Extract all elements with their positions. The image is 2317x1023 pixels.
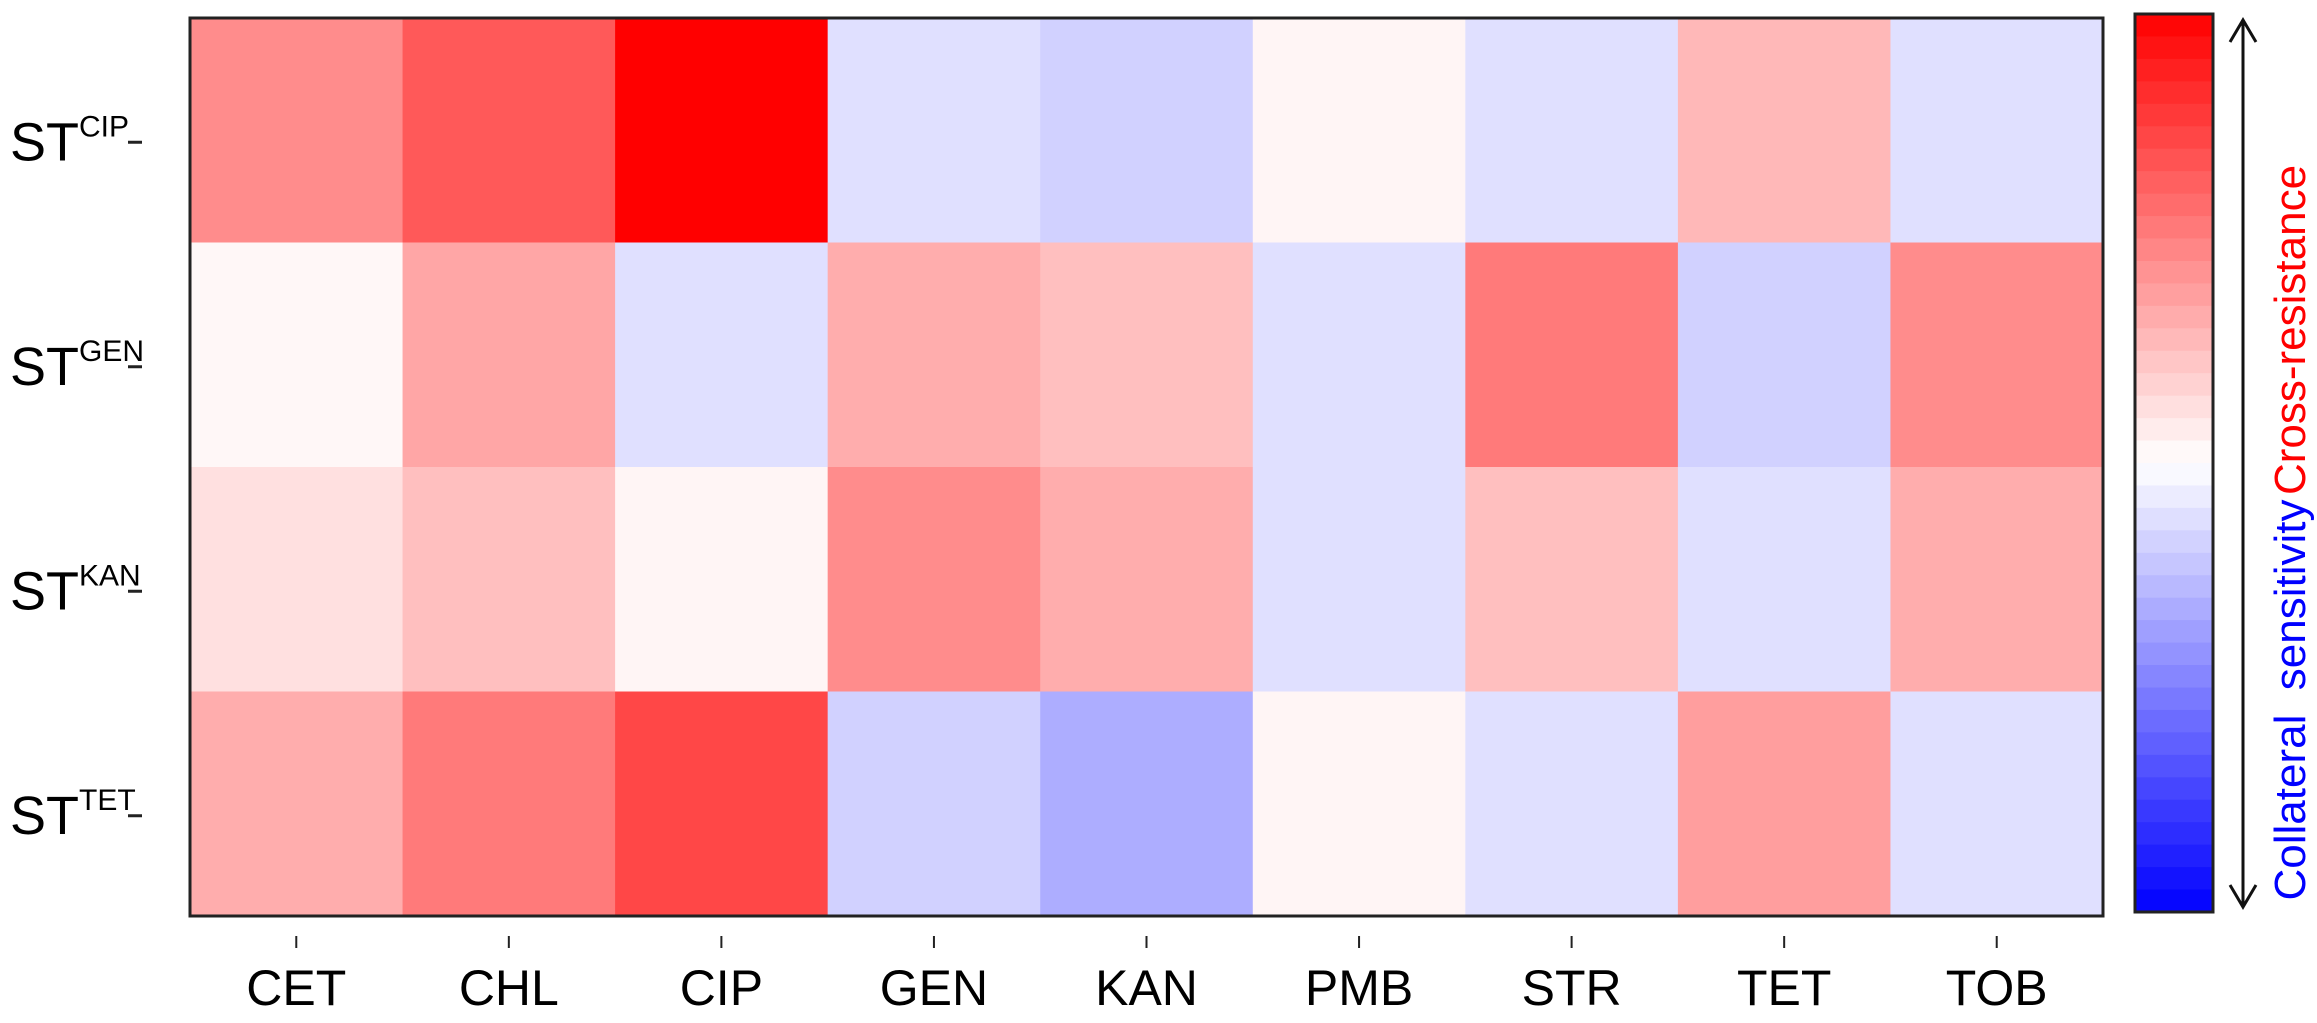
collateral-sensitivity-label: Collateral sensitivity — [2266, 499, 2315, 900]
x-axis: CET CHL CIP GEN KAN PMB STR TET TOB — [246, 936, 2048, 1016]
colorbar-step — [2135, 193, 2213, 217]
colorbar-step — [2135, 171, 2213, 195]
col-label-str: STR — [1522, 960, 1622, 1016]
colorbar-step — [2135, 260, 2213, 284]
heatmap-cell-kan-tet — [1677, 467, 1892, 693]
colorbar-step — [2135, 126, 2213, 150]
colorbar-step — [2135, 822, 2213, 846]
y-axis: STCIP STGEN STKAN STTET — [10, 110, 144, 846]
heatmap-cell-kan-str — [1465, 467, 1679, 693]
row-label-tet: STTET — [10, 784, 136, 846]
heatmap-cell-cip-pmb — [1252, 18, 1466, 244]
heatmap-cell-cip-kan — [1040, 18, 1254, 244]
colorbar-step — [2135, 799, 2213, 823]
colorbar-step — [2135, 530, 2213, 554]
col-label-cet: CET — [246, 960, 346, 1016]
heatmap-cell-tet-kan — [1040, 691, 1254, 917]
colorbar-step — [2135, 709, 2213, 733]
row-label-gen: STGEN — [10, 335, 144, 397]
colorbar-step — [2135, 620, 2213, 644]
colorbar — [2135, 14, 2213, 913]
heatmap-cell-kan-kan — [1040, 467, 1254, 693]
colorbar-step — [2135, 283, 2213, 307]
heatmap-cell-tet-tob — [1890, 691, 2104, 917]
colorbar-step — [2135, 575, 2213, 599]
heatmap-cell-tet-gen — [827, 691, 1041, 917]
colorbar-step — [2135, 867, 2213, 891]
colorbar-step — [2135, 665, 2213, 689]
colorbar-step — [2135, 395, 2213, 419]
heatmap-cell-kan-tob — [1890, 467, 2104, 693]
heatmap-cell-gen-chl — [402, 242, 616, 468]
col-label-gen: GEN — [880, 960, 988, 1016]
heatmap-cell-gen-cet — [190, 242, 404, 468]
colorbar-step — [2135, 777, 2213, 801]
heatmap-cell-kan-cip — [615, 467, 829, 693]
colorbar-step — [2135, 844, 2213, 868]
colorbar-step — [2135, 440, 2213, 464]
heatmap-cell-gen-kan — [1040, 242, 1254, 468]
heatmap-cell-tet-pmb — [1252, 691, 1466, 917]
col-label-tet: TET — [1737, 960, 1831, 1016]
colorbar-step — [2135, 889, 2213, 913]
colorbar-step — [2135, 507, 2213, 531]
heatmap-cell-gen-pmb — [1252, 242, 1466, 468]
heatmap-cell-tet-cip — [615, 691, 829, 917]
heatmap-cell-tet-tet — [1677, 691, 1892, 917]
colorbar-step — [2135, 552, 2213, 576]
colorbar-arrow — [2228, 17, 2258, 910]
heatmap-cell-tet-cet — [190, 691, 404, 917]
heatmap-cell-cip-cip — [615, 18, 829, 244]
heatmap-cell-gen-cip — [615, 242, 829, 468]
colorbar-step — [2135, 58, 2213, 82]
heatmap-cell-cip-cet — [190, 18, 404, 244]
colorbar-step — [2135, 687, 2213, 711]
heatmap-cell-cip-str — [1465, 18, 1679, 244]
heatmap-cell-kan-cet — [190, 467, 404, 693]
heatmap-cell-cip-chl — [402, 18, 616, 244]
heatmap-cell-kan-pmb — [1252, 467, 1466, 693]
colorbar-frame — [2133, 12, 2215, 914]
colorbar-step — [2135, 350, 2213, 374]
heatmap-cell-kan-chl — [402, 467, 616, 693]
colorbar-step — [2135, 238, 2213, 262]
plot-frame — [188, 16, 2105, 918]
col-label-cip: CIP — [680, 960, 763, 1016]
heatmap-cell-cip-tob — [1890, 18, 2104, 244]
heatmap-cells — [190, 18, 2104, 917]
colorbar-step — [2135, 103, 2213, 127]
colorbar-step — [2135, 14, 2213, 38]
colorbar-step — [2135, 148, 2213, 172]
colorbar-step — [2135, 328, 2213, 352]
cross-resistance-label: Cross-resistance — [2266, 165, 2315, 495]
colorbar-step — [2135, 754, 2213, 778]
heatmap-cell-cip-gen — [827, 18, 1041, 244]
colorbar-step — [2135, 305, 2213, 329]
heatmap-cell-kan-gen — [827, 467, 1041, 693]
colorbar-step — [2135, 216, 2213, 240]
colorbar-step — [2135, 463, 2213, 487]
col-label-chl: CHL — [459, 960, 559, 1016]
heatmap-cell-gen-tob — [1890, 242, 2104, 468]
heatmap-cell-tet-str — [1465, 691, 1679, 917]
colorbar-step — [2135, 36, 2213, 60]
col-label-pmb: PMB — [1305, 960, 1413, 1016]
colorbar-step — [2135, 418, 2213, 442]
colorbar-step — [2135, 81, 2213, 105]
heatmap-cell-tet-chl — [402, 691, 616, 917]
colorbar-step — [2135, 732, 2213, 756]
heatmap-cell-gen-gen — [827, 242, 1041, 468]
heatmap-cell-gen-tet — [1677, 242, 1892, 468]
colorbar-step — [2135, 485, 2213, 509]
heatmap-cell-gen-str — [1465, 242, 1679, 468]
col-label-kan: KAN — [1095, 960, 1198, 1016]
row-label-kan: STKAN — [10, 559, 141, 621]
heatmap-cell-cip-tet — [1677, 18, 1892, 244]
colorbar-step — [2135, 642, 2213, 666]
row-label-cip: STCIP — [10, 110, 129, 172]
col-label-tob: TOB — [1946, 960, 2048, 1016]
colorbar-step — [2135, 597, 2213, 621]
colorbar-step — [2135, 373, 2213, 397]
